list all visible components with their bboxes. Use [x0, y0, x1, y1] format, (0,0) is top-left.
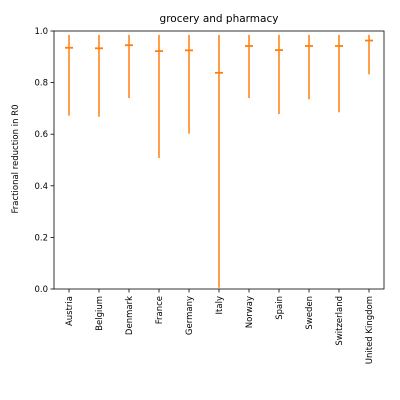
x-tick-label: Italy: [215, 296, 225, 314]
chart-title: grocery and pharmacy: [160, 13, 279, 25]
y-tick-label: 0.6: [34, 130, 48, 140]
x-tick-label: United Kingdom: [365, 296, 375, 364]
x-tick-label: Austria: [65, 296, 75, 326]
y-axis-label: Fractional reduction in R0: [11, 105, 21, 214]
x-tick-label: Belgium: [95, 296, 105, 331]
x-axis: Austria Belgium Denmark France Germany Italy N…: [65, 289, 375, 364]
x-tick-label: Switzerland: [335, 296, 345, 346]
x-tick-label: Norway: [245, 296, 255, 328]
y-tick-label: 0.8: [34, 79, 48, 89]
plot-area: [65, 34, 373, 288]
x-tick-label: Denmark: [125, 296, 135, 335]
x-tick-label: France: [155, 296, 165, 324]
y-tick-label: 0.2: [34, 233, 48, 243]
x-tick-label: Sweden: [305, 296, 315, 330]
y-tick-label: 1.0: [34, 27, 48, 37]
y-tick-label: 0.4: [34, 182, 48, 192]
plot-frame: [53, 30, 385, 290]
x-tick-label: Spain: [275, 296, 285, 320]
y-tick-label: 0.0: [34, 285, 48, 295]
y-axis: 0.0 0.2 0.4 0.6 0.8 1.0: [34, 27, 54, 295]
x-tick-label: Germany: [185, 296, 195, 335]
